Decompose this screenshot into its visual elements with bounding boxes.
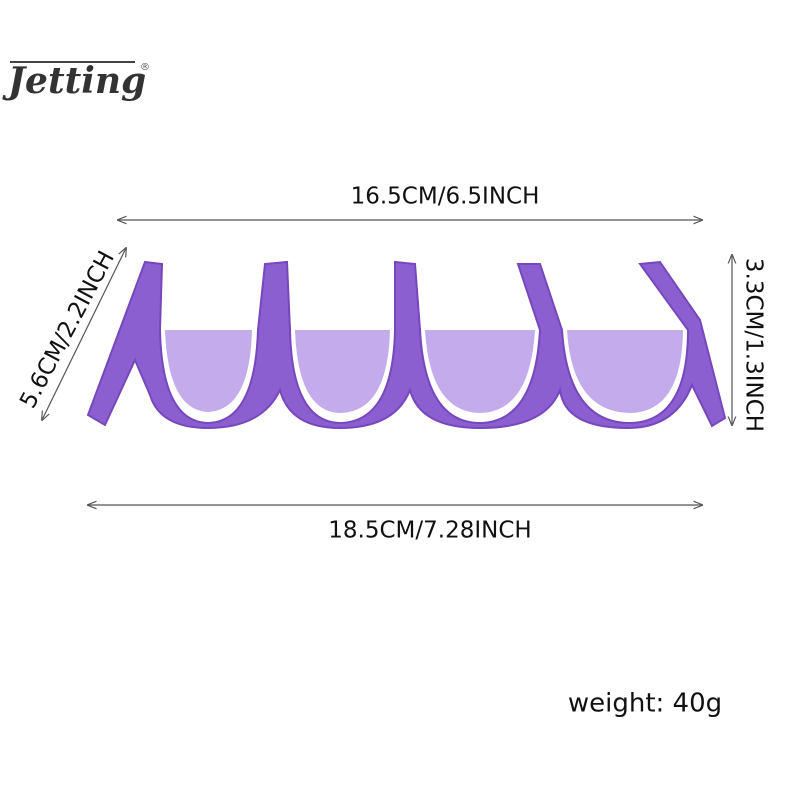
taco-holder — [86, 260, 727, 430]
right-dimension: 3.3CM/1.3INCH — [741, 258, 767, 432]
weight: weight: 40g — [568, 689, 722, 719]
depth-arrow — [42, 248, 126, 420]
logo: Jetting — [2, 60, 146, 102]
bottom-dimension: 18.5CM/7.28INCH — [328, 518, 531, 544]
logo-mark: ® — [140, 62, 150, 73]
top-dimension: 16.5CM/6.5INCH — [351, 184, 540, 210]
